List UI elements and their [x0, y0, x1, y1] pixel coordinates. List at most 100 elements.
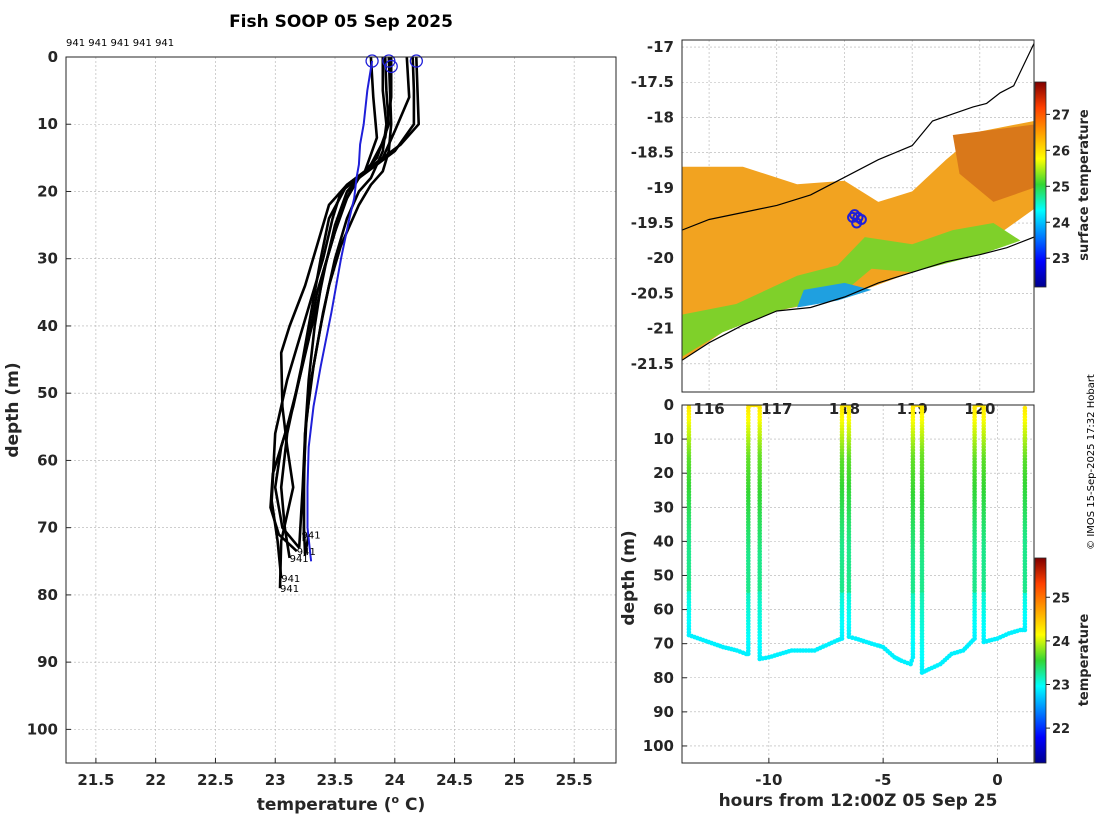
y-tick-label: 90	[37, 653, 58, 671]
map-x-tick-label: 117	[761, 400, 792, 418]
time-y-tick-label: 100	[643, 737, 674, 755]
map-y-tick-label: -21.5	[631, 355, 674, 373]
series-line-profile-4	[279, 57, 421, 559]
x-tick-label: 24.5	[436, 771, 473, 789]
depth-time-track	[686, 405, 1028, 675]
depth-time-gridlines	[682, 404, 1034, 763]
map-y-tick-label: -20	[647, 249, 674, 267]
time-y-tick-label: 20	[653, 464, 674, 482]
coastline-north	[682, 43, 1034, 231]
time-y-tick-label: 90	[653, 703, 674, 721]
map-colorbar-tick-label: 27	[1052, 108, 1070, 123]
map-colorbar-tick-label: 24	[1052, 216, 1070, 231]
profile-surface-markers	[365, 54, 423, 74]
time-y-tick-label: 50	[653, 566, 674, 584]
sst-cool-patch	[682, 223, 1021, 357]
map-image	[682, 43, 1034, 361]
y-tick-label: 80	[37, 586, 58, 604]
y-tick-label: 20	[37, 182, 58, 200]
time-x-tick-label: 0	[992, 771, 1002, 789]
time-y-tick-label: 60	[653, 601, 674, 619]
map-y-tick-label: -21	[647, 320, 674, 338]
map-x-tick-label: 118	[829, 400, 860, 418]
profile-gridlines	[66, 56, 616, 763]
surface-map: 116117118119120-17-17.5-18-18.5-19-19.5-…	[631, 38, 1092, 418]
x-tick-label: 21.5	[77, 771, 114, 789]
time-colorbar-tick-label: 22	[1052, 722, 1070, 737]
depth-time-plot: -10 -5 0 0 10 20 30 40 50 60 70 80 90 100 hours from …	[619, 396, 1092, 811]
time-colorbar-tick-label: 25	[1052, 591, 1070, 606]
y-tick-label: 60	[37, 451, 58, 469]
series-line-profile-8	[273, 57, 411, 549]
x-tick-label: 22.5	[197, 771, 234, 789]
map-y-tick-label: -19	[647, 179, 674, 197]
map-x-tick-label: 120	[964, 400, 995, 418]
x-tick-label: 23	[265, 771, 286, 789]
x-tick-label: 25.5	[556, 771, 593, 789]
map-y-tick-label: -20.5	[631, 284, 674, 302]
sst-cold-patch	[797, 282, 872, 308]
depth-time-ticks: -10 -5 0 0 10 20 30 40 50 60 70 80 90 100	[643, 396, 1003, 789]
time-colorbar-tick-label: 24	[1052, 635, 1070, 650]
surface-marker	[384, 59, 398, 74]
depth-time-colorbar-label: temperature	[1077, 614, 1092, 707]
map-y-tick-label: -18.5	[631, 144, 674, 162]
x-tick-label: 25	[504, 771, 525, 789]
profile-plot: Fish SOOP 05 Sep 2025 941 941 941 941 94…	[3, 12, 617, 815]
depth-time-frame	[681, 404, 1035, 764]
profile-frame	[65, 56, 617, 764]
ship-marker	[847, 211, 859, 223]
map-y-tick-label: -17	[647, 38, 674, 56]
map-colorbar-tick-label: 23	[1052, 252, 1070, 267]
profile-x-label: temperature (o C)	[257, 793, 426, 815]
y-tick-label: 0	[48, 48, 58, 66]
time-y-tick-label: 0	[664, 396, 674, 414]
time-y-tick-label: 40	[653, 532, 674, 550]
map-colorbar-tick-label: 25	[1052, 180, 1070, 195]
series-line-profile-6	[278, 57, 379, 589]
map-y-tick-label: -18	[647, 108, 674, 126]
y-tick-label: 100	[27, 720, 58, 738]
time-x-tick-label: -10	[755, 771, 782, 789]
profile-y-label: depth (m)	[3, 362, 23, 457]
series-line-profile-cast	[306, 60, 374, 562]
series-end-label: 941	[302, 530, 321, 541]
profile-ticks: 21.5 22 22.5 23 23.5 24 24.5 25 25.5 0 10 20 30 40 50 6…	[27, 48, 593, 789]
time-y-tick-label: 10	[653, 430, 674, 448]
depth-time-colorbar	[1034, 557, 1047, 764]
time-y-tick-label: 30	[653, 498, 674, 516]
time-y-tick-label: 80	[653, 669, 674, 687]
coastline-south	[682, 236, 1034, 361]
profile-top-labels: 941 941 941 941 941	[66, 38, 174, 49]
map-x-tick-label: 116	[693, 400, 724, 418]
map-y-tick-label: -19.5	[631, 214, 674, 232]
track-point	[839, 405, 845, 408]
sst-hot-patch	[952, 124, 1034, 202]
time-x-tick-label: -5	[875, 771, 892, 789]
depth-time-colorbar-ticks: 22 23 24 25	[1046, 591, 1070, 737]
surface-marker	[409, 54, 423, 68]
time-y-tick-label: 70	[653, 635, 674, 653]
series-end-label: 941	[297, 547, 316, 558]
map-colorbar	[1034, 81, 1047, 288]
x-tick-label: 23.5	[317, 771, 354, 789]
map-frame	[681, 39, 1035, 393]
depth-time-x-label: hours from 12:00Z 05 Sep 25	[719, 791, 998, 811]
series-end-label: 941	[281, 574, 300, 585]
series-end-label: 941	[280, 584, 299, 595]
ship-position-markers	[847, 209, 867, 229]
depth-time-y-label: depth (m)	[619, 530, 639, 625]
track-point	[1022, 405, 1028, 411]
y-tick-label: 50	[37, 384, 58, 402]
time-colorbar-tick-label: 23	[1052, 678, 1070, 693]
credit-footer: © IMOS 15-Sep-2025 17:32 Hobart	[1086, 374, 1097, 550]
map-colorbar-ticks: 23 24 25 26 27	[1046, 108, 1070, 267]
y-tick-label: 30	[37, 250, 58, 268]
y-tick-label: 70	[37, 519, 58, 537]
map-colorbar-tick-label: 26	[1052, 144, 1070, 159]
x-tick-label: 22	[145, 771, 166, 789]
map-y-tick-label: -17.5	[631, 73, 674, 91]
map-colorbar-label: surface temperature	[1077, 109, 1092, 261]
